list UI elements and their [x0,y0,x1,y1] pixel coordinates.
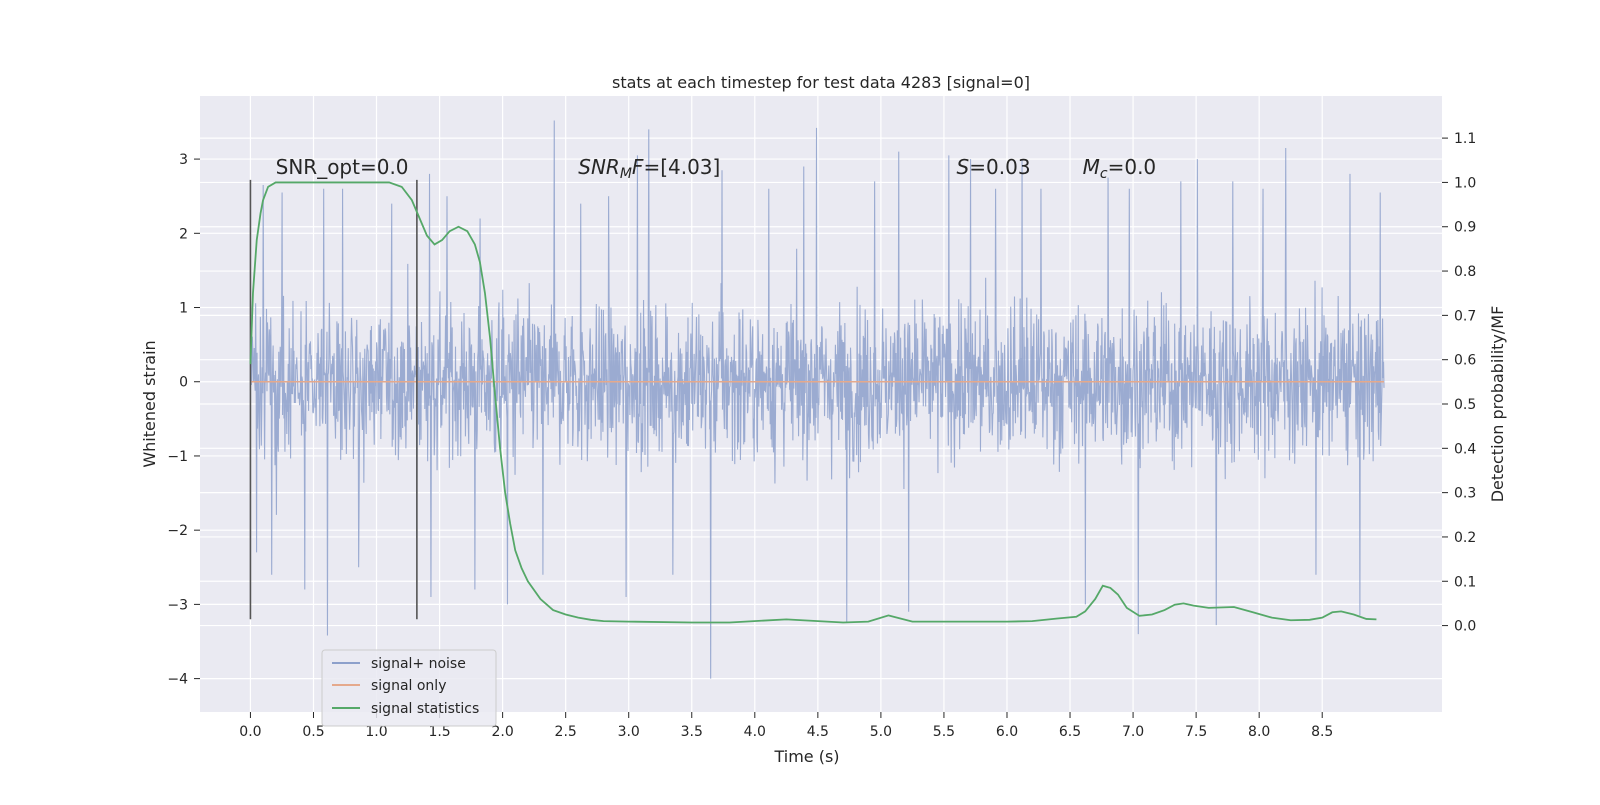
x-axis-label: Time (s) [773,747,839,766]
y2-tick-label: 0.5 [1454,397,1476,413]
axes: 0.0 0.5 1.0 1.5 2.0 2.5 3.0 3.5 4.0 4.5 5.0 5.5 6.0 6… [167,131,1476,740]
y2-tick-label: 1.1 [1454,131,1476,147]
x-tick-label: 5.5 [933,724,955,740]
x-tick-label: 4.0 [744,724,766,740]
x-tick-label: 2.5 [555,724,577,740]
y-tick-label: −1 [167,449,188,465]
x-tick-label: 8.5 [1311,724,1333,740]
x-tick-label: 5.0 [870,724,892,740]
x-tick-label: 7.5 [1185,724,1207,740]
y2-axis-label: Detection probability/MF [1488,306,1507,503]
x-tick-label: 2.0 [491,724,513,740]
y2-tick-label: 1.0 [1454,175,1476,191]
x-tick-label: 0.5 [302,724,324,740]
x-tick-label: 7.0 [1122,724,1144,740]
y2-tick-label: 0.9 [1454,220,1476,236]
y2-tick-label: 0.7 [1454,308,1476,324]
y2-tick-label: 0.1 [1454,574,1476,590]
y-tick-label: 0 [179,375,188,391]
annotation-2: S=0.03 [957,155,1031,179]
signal-noise-line [249,120,1385,679]
x-tick-label: 3.5 [681,724,703,740]
legend: signal+ noise signal only signal statist… [321,649,497,727]
x-tick-label: 0.0 [239,724,261,740]
y2-tick-label: 0.6 [1454,353,1476,369]
annotations: SNR_opt=0.0 SNRMF=[4.03] S=0.03 Mc=0.0 [276,155,1157,182]
legend-label-signal-noise: signal+ noise [371,656,466,672]
y-tick-label: 1 [179,301,188,317]
legend-label-signal-statistics: signal statistics [371,701,479,717]
y-tick-label: 3 [179,152,188,168]
series-signal-statistics [249,181,1377,624]
marker-lines [249,179,418,620]
x-tick-label: 1.5 [428,724,450,740]
x-tick-label: 6.5 [1059,724,1081,740]
y-axis-label: Whitened strain [140,340,159,467]
annotation-1: SNRMF=[4.03] [578,155,720,182]
annotation-3: Mc=0.0 [1083,155,1157,182]
series-signal-noise [249,120,1385,679]
annotation-0: SNR_opt=0.0 [276,155,409,179]
y-tick-label: −4 [167,672,188,688]
chart-title: stats at each timestep for test data 428… [612,73,1030,92]
x-tick-label: 6.0 [996,724,1018,740]
y2-tick-label: 0.0 [1454,619,1476,635]
x-tick-label: 3.0 [618,724,640,740]
y-tick-label: −2 [167,523,188,539]
legend-label-signal-only: signal only [371,678,446,694]
x-tick-label: 8.0 [1248,724,1270,740]
y2-tick-label: 0.8 [1454,264,1476,280]
y-tick-label: 2 [179,226,188,242]
y2-tick-label: 0.2 [1454,530,1476,546]
y2-tick-label: 0.3 [1454,486,1476,502]
y-tick-label: −3 [167,597,188,613]
x-tick-label: 1.0 [365,724,387,740]
y2-tick-label: 0.4 [1454,441,1476,457]
signal-statistics-line [249,181,1377,624]
x-tick-label: 4.5 [807,724,829,740]
legend-box [321,649,497,727]
